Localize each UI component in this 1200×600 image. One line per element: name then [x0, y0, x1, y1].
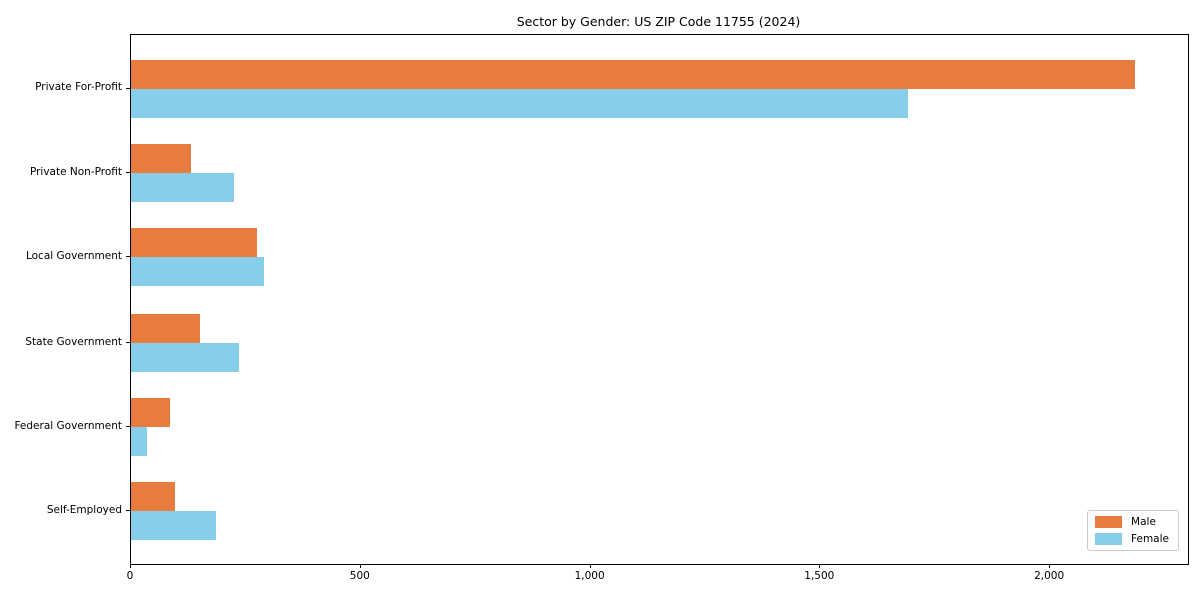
- x-tick-mark-3: [819, 564, 821, 568]
- legend-entry-female: Female: [1095, 533, 1169, 545]
- legend-swatch-female-icon: [1095, 533, 1123, 545]
- bar-female-2: [131, 257, 265, 286]
- bar-male-4: [131, 398, 171, 427]
- x-tick-label-2: 1,000: [574, 570, 605, 582]
- bar-female-1: [131, 173, 235, 202]
- y-tick-label-5: Self-Employed: [46, 503, 122, 516]
- y-tick-mark-0: [126, 87, 130, 89]
- y-tick-mark-3: [126, 342, 130, 343]
- x-tick-label-1: 500: [349, 570, 370, 582]
- chart-title: Sector by Gender: US ZIP Code 11755 (202…: [516, 14, 801, 29]
- y-tick-mark-4: [126, 426, 130, 427]
- bar-female-3: [131, 343, 239, 372]
- bar-female-5: [131, 511, 216, 540]
- plot-area: Male Female: [130, 34, 1189, 565]
- x-tick-mark-1: [359, 564, 361, 568]
- x-tick-mark-2: [589, 564, 591, 568]
- y-tick-mark-2: [126, 256, 130, 257]
- y-tick-label-0: Private For-Profit: [35, 81, 122, 93]
- bar-female-0: [131, 88, 908, 118]
- x-tick-label-4: 2,000: [1034, 570, 1065, 582]
- y-tick-label-1: Private Non-Profit: [29, 165, 122, 178]
- legend-entry-male: Male: [1095, 516, 1169, 528]
- bar-male-1: [131, 144, 191, 173]
- x-tick-label-0: 0: [126, 570, 134, 582]
- bar-male-0: [131, 59, 1136, 89]
- legend-label-male: Male: [1131, 516, 1156, 528]
- bar-male-5: [131, 482, 175, 511]
- y-tick-mark-5: [126, 510, 130, 511]
- legend: Male Female: [1087, 510, 1179, 551]
- y-tick-label-2: Local Government: [25, 249, 122, 262]
- bar-male-2: [131, 228, 258, 257]
- x-tick-label-3: 1,500: [804, 570, 835, 582]
- y-tick-label-3: State Government: [25, 335, 122, 348]
- bar-female-4: [131, 427, 148, 456]
- legend-swatch-male-icon: [1095, 516, 1123, 528]
- legend-label-female: Female: [1131, 533, 1169, 545]
- y-tick-label-4: Federal Government: [14, 419, 122, 432]
- x-tick-mark-0: [130, 564, 131, 568]
- x-tick-mark-4: [1049, 564, 1051, 568]
- bar-male-3: [131, 314, 200, 343]
- y-tick-mark-1: [126, 172, 130, 173]
